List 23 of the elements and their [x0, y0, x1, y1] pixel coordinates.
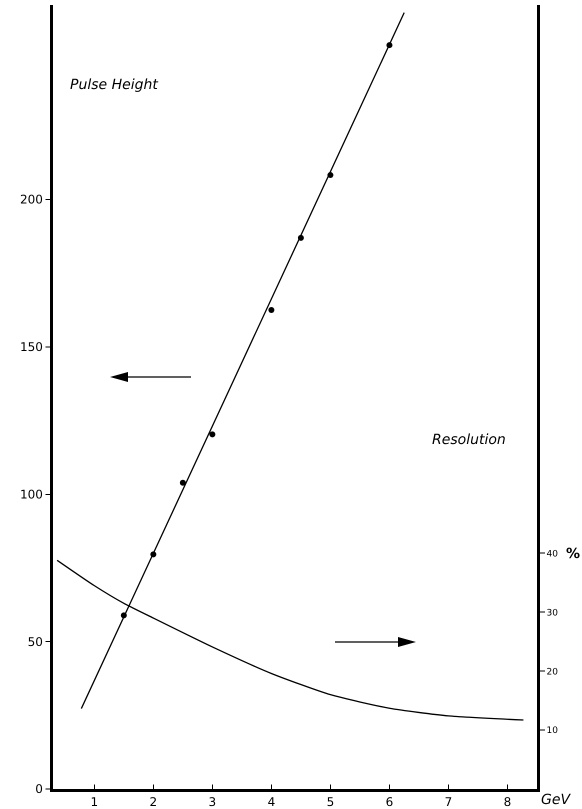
x-tick-label: 3	[208, 795, 216, 809]
y2-tick-label: 40	[546, 549, 558, 560]
y-tick-label: 200	[20, 192, 43, 207]
y-tick-label: 100	[20, 487, 43, 502]
text: %	[566, 546, 580, 562]
y2-tick-label: 10	[546, 726, 558, 736]
point	[268, 307, 274, 314]
x-tick-label: 5	[326, 795, 334, 809]
y2-tick-label: 20	[546, 667, 558, 678]
y-tick-label: 150	[20, 340, 43, 354]
y-tick-label: 50	[28, 634, 43, 649]
x-tick-label: 8	[504, 795, 512, 809]
x-tick-label: 7	[444, 795, 452, 809]
point	[209, 431, 216, 438]
x-tick-label: 6	[386, 795, 394, 809]
y-tick-label: 0	[35, 782, 43, 796]
x-tick-label: 1	[90, 795, 98, 809]
x-tick-label: 4	[268, 795, 276, 809]
x-tick-label: 2	[150, 795, 158, 809]
y2-axis-title: Resolution	[432, 432, 506, 448]
y2-tick-label: 30	[546, 608, 558, 618]
y-axis-title: Pulse Height	[70, 77, 158, 93]
x-axis-title: GeV	[541, 792, 572, 808]
